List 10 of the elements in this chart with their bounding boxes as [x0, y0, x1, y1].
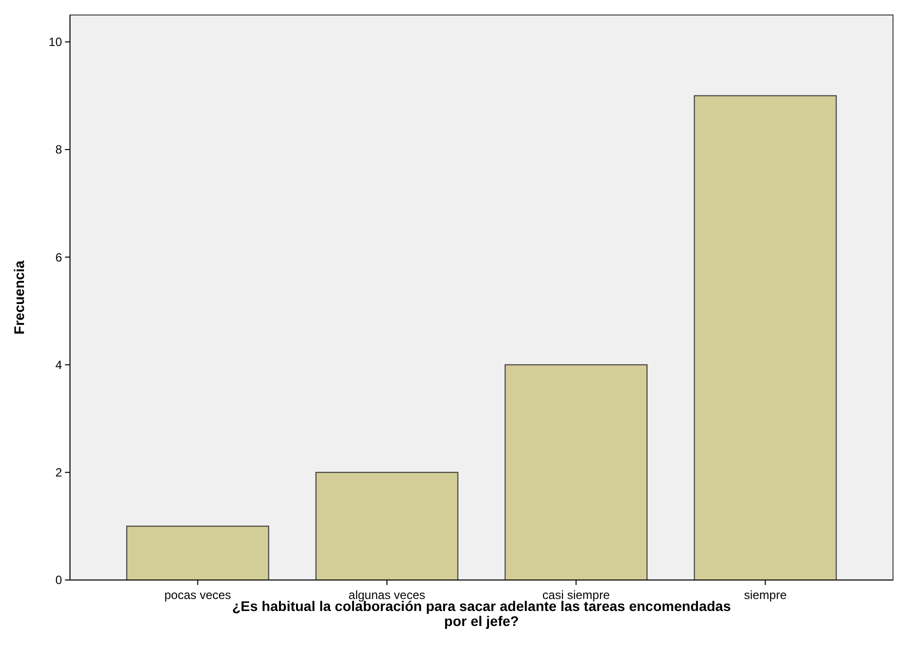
x-tick-label: pocas veces	[164, 588, 232, 602]
x-tick-label: siempre	[744, 588, 787, 602]
x-tick-label: algunas veces	[348, 588, 426, 602]
y-tick-label: 8	[55, 142, 62, 157]
y-tick-label: 6	[55, 250, 62, 264]
y-axis-title: Frecuencia	[11, 260, 27, 334]
y-tick-label: 2	[55, 466, 62, 480]
y-tick-label: 10	[48, 35, 62, 50]
y-tick-label: 0	[55, 573, 62, 588]
y-tick-label: 4	[55, 358, 62, 372]
